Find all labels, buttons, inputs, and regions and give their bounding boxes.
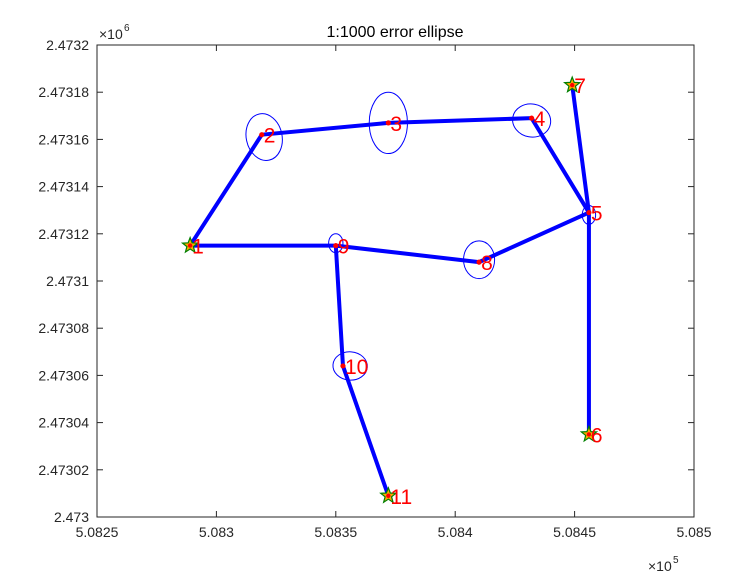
y-tick-label: 2.47314 (38, 179, 89, 195)
y-tick-label: 2.47316 (38, 131, 89, 147)
point-dot-4 (529, 115, 535, 121)
point-dot-1 (187, 243, 193, 248)
x-multiplier-base: ×10 (648, 558, 672, 574)
point-label-9: 9 (338, 236, 350, 259)
x-tick-label: 5.085 (676, 524, 711, 540)
point-labels: 1 2 3 4 5 6 7 8 9 10 11 (192, 75, 602, 509)
point-dot-3 (385, 120, 391, 126)
x-tick-label: 5.0825 (76, 524, 119, 540)
point-label-5: 5 (591, 203, 603, 226)
y-tick-label: 2.4731 (46, 273, 89, 289)
y-tick-label: 2.47302 (38, 462, 89, 478)
point-label-3: 3 (390, 113, 402, 136)
x-tick-label: 5.083 (199, 524, 234, 540)
chart-title: 1:1000 error ellipse (327, 24, 464, 41)
x-tick-label: 5.0845 (553, 524, 596, 540)
traverse-segment-7-5 (570, 83, 591, 215)
x-axis-multiplier: ×10 5 (648, 555, 679, 574)
y-tick-label: 2.47318 (38, 84, 89, 100)
y-tick-label: 2.473 (54, 509, 89, 525)
point-markers (180, 75, 599, 504)
point-dot-2 (259, 132, 265, 138)
point-dot-6 (586, 432, 592, 437)
point-dot-9 (333, 243, 339, 249)
point-dot-8 (476, 259, 482, 265)
point-label-1: 1 (192, 236, 204, 259)
x-tick-label: 5.0835 (314, 524, 357, 540)
y-tick-label: 2.47312 (38, 226, 89, 242)
x-axis-ticks: 5.0825 5.083 5.0835 5.084 5.0845 5.085 (76, 45, 712, 540)
y-tick-label: 2.47306 (38, 367, 89, 383)
point-dot-10 (340, 363, 346, 369)
y-tick-label: 2.4732 (46, 37, 89, 53)
point-label-8: 8 (481, 252, 493, 275)
point-label-7: 7 (574, 75, 586, 98)
point-label-10: 10 (345, 356, 368, 379)
point-dot-5 (586, 209, 592, 216)
point-label-2: 2 (264, 125, 276, 148)
x-multiplier-exponent: 5 (673, 555, 679, 566)
y-multiplier-exponent: 6 (124, 23, 130, 34)
point-label-6: 6 (591, 424, 603, 447)
y-axis-multiplier: ×10 6 (99, 23, 130, 42)
x-tick-label: 5.084 (438, 524, 473, 540)
y-tick-label: 2.47304 (38, 415, 89, 431)
y-axis-ticks: 2.4732.473022.473042.473062.473082.47312… (38, 37, 694, 525)
y-multiplier-base: ×10 (99, 26, 123, 42)
point-dot-7 (570, 82, 575, 88)
point-label-4: 4 (534, 108, 546, 131)
y-tick-label: 2.47308 (38, 320, 89, 336)
point-dot-11 (386, 493, 391, 498)
point-label-11: 11 (390, 486, 412, 509)
